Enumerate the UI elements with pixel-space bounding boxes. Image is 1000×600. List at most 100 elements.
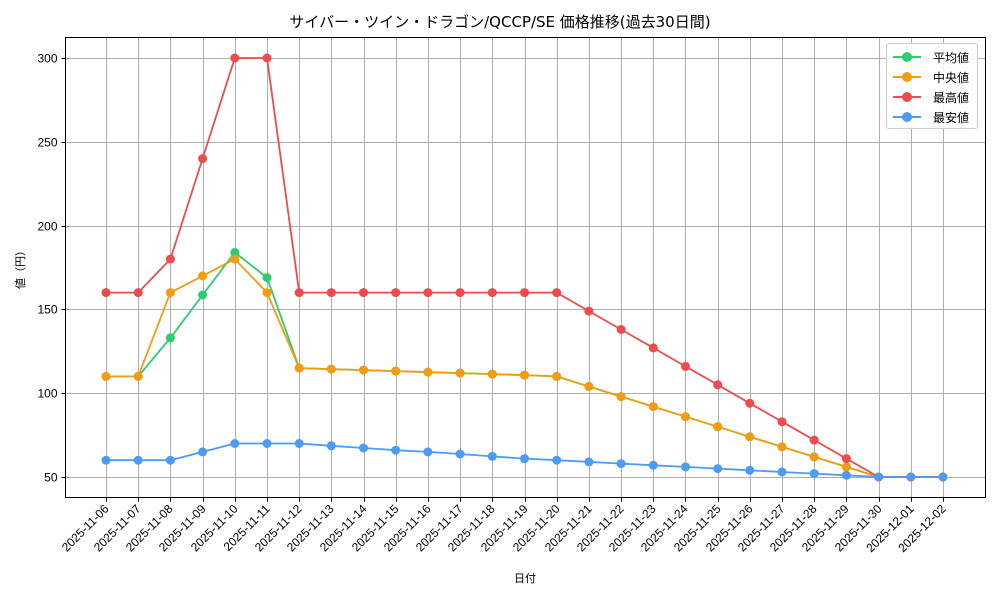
series-lines <box>101 53 948 482</box>
data-point <box>713 422 723 432</box>
grid-lines <box>65 37 986 498</box>
data-point <box>487 369 497 379</box>
legend-marker-icon <box>893 72 921 82</box>
data-point <box>294 363 304 373</box>
data-point <box>230 247 240 257</box>
data-point <box>681 361 690 371</box>
data-point <box>165 455 175 465</box>
y-tick-label: 200 <box>37 220 57 234</box>
y-tick-label: 250 <box>37 136 57 150</box>
data-point <box>423 447 433 457</box>
data-point <box>294 439 304 448</box>
legend-item-median: 中央値 <box>893 67 977 87</box>
series-line <box>101 53 948 482</box>
legend-label: 最高値 <box>933 90 970 105</box>
data-point <box>616 392 626 402</box>
legend-label: 中央値 <box>933 70 970 85</box>
data-point <box>262 53 272 63</box>
data-point <box>262 273 272 283</box>
data-point <box>391 445 401 455</box>
data-point <box>777 467 787 477</box>
series-line <box>101 439 948 482</box>
y-tick-label: 100 <box>37 387 57 401</box>
legend-label: 平均値 <box>933 50 970 65</box>
data-point <box>616 325 626 334</box>
data-point <box>713 380 723 390</box>
data-point <box>230 53 240 63</box>
data-point <box>681 462 690 472</box>
y-tick-label: 150 <box>37 303 57 317</box>
data-point <box>552 288 562 298</box>
data-point <box>455 368 465 378</box>
y-axis-label: 値（円） <box>14 245 27 289</box>
data-point <box>713 464 723 474</box>
data-point <box>455 288 465 298</box>
data-point <box>391 288 401 298</box>
legend-label: 最安値 <box>933 110 970 125</box>
data-point <box>777 442 787 452</box>
data-point <box>423 367 433 377</box>
data-point <box>198 290 208 300</box>
data-point <box>552 455 562 465</box>
x-axis-ticks: 2025-11-062025-11-072025-11-082025-11-09… <box>59 497 949 555</box>
chart-title: サイバー・ツイン・ドラゴン/QCCP/SE 価格推移(過去30日間) <box>289 13 711 31</box>
data-point <box>101 455 111 465</box>
data-point <box>745 465 755 475</box>
data-point <box>681 412 690 422</box>
data-point <box>648 402 658 412</box>
data-point <box>584 457 594 467</box>
data-point <box>520 370 529 380</box>
series-line <box>101 247 948 482</box>
x-axis-label: 日付 <box>514 572 536 585</box>
data-point <box>262 288 272 298</box>
y-tick-label: 300 <box>37 52 57 66</box>
data-point <box>198 154 208 164</box>
data-point <box>841 454 851 464</box>
data-point <box>584 382 594 391</box>
data-point <box>359 365 368 375</box>
data-point <box>648 343 658 353</box>
data-point <box>487 288 497 298</box>
data-point <box>262 439 272 448</box>
y-tick-label: 50 <box>44 471 58 485</box>
data-point <box>584 306 594 316</box>
data-point <box>552 371 562 381</box>
legend-item-average: 平均値 <box>893 47 977 67</box>
data-point <box>326 441 336 451</box>
data-point <box>841 462 851 472</box>
data-point <box>101 288 111 298</box>
data-point <box>906 472 916 482</box>
data-point <box>938 472 948 482</box>
data-point <box>165 254 175 264</box>
legend-item-max: 最高値 <box>893 87 977 107</box>
data-point <box>809 452 819 462</box>
data-point <box>520 454 529 464</box>
data-point <box>198 447 208 457</box>
data-point <box>326 288 336 298</box>
legend-marker-icon <box>893 92 921 102</box>
y-axis-ticks: 50 100 150 200 250 300 <box>37 52 66 485</box>
legend-marker-icon <box>893 112 921 122</box>
data-point <box>133 455 143 465</box>
data-point <box>101 371 111 381</box>
data-point <box>874 472 884 482</box>
data-point <box>294 288 304 298</box>
data-point <box>423 288 433 298</box>
data-point <box>455 449 465 459</box>
data-point <box>841 470 851 480</box>
data-point <box>809 469 819 479</box>
data-point <box>165 333 175 343</box>
legend-item-min: 最安値 <box>893 107 977 127</box>
data-point <box>359 443 368 453</box>
data-point <box>198 271 208 281</box>
data-point <box>648 460 658 470</box>
data-point <box>230 254 240 264</box>
data-point <box>809 435 819 445</box>
data-point <box>616 459 626 469</box>
data-point <box>777 417 787 427</box>
data-point <box>359 288 368 298</box>
data-point <box>745 398 755 408</box>
legend-marker-icon <box>893 52 921 62</box>
data-point <box>745 432 755 442</box>
